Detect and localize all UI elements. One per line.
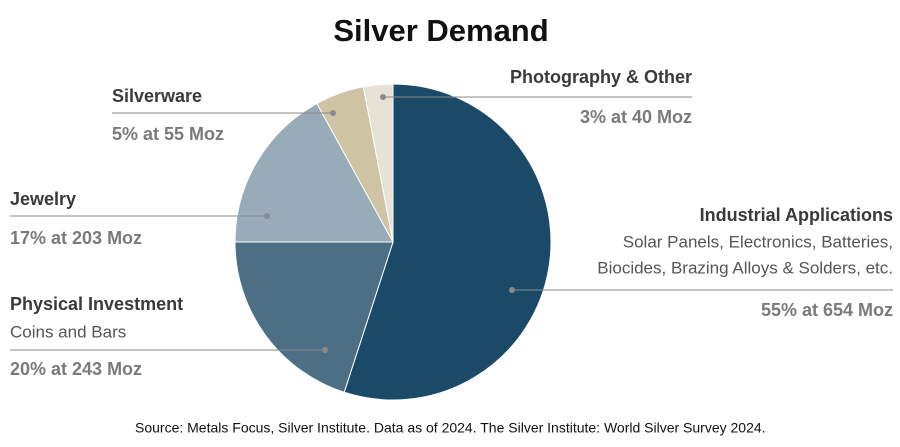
leader-dot xyxy=(330,110,336,116)
slice-label: Silverware xyxy=(112,86,202,106)
pie-slice xyxy=(234,102,394,243)
leader-dot xyxy=(380,94,386,100)
pie-slice xyxy=(234,241,394,393)
pie-slice xyxy=(362,83,394,243)
slice-label: Physical Investment xyxy=(10,294,183,314)
leader-dot xyxy=(322,347,328,353)
value-label: 55% at 654 Moz xyxy=(761,300,893,320)
slice-description: Coins and Bars xyxy=(10,322,126,341)
leader-dot xyxy=(264,213,270,219)
value-label: 5% at 55 Moz xyxy=(112,124,224,144)
leader-dot xyxy=(509,287,515,293)
slice-description: Solar Panels, Electronics, Batteries, xyxy=(623,232,893,251)
pie-slice xyxy=(343,83,552,401)
chart-title: Silver Demand xyxy=(333,13,548,48)
slice-label: Photography & Other xyxy=(510,67,692,87)
source-note: Source: Metals Focus, Silver Institute. … xyxy=(135,420,766,436)
value-label: 17% at 203 Moz xyxy=(10,228,142,248)
value-label: 20% at 243 Moz xyxy=(10,359,142,379)
slice-label: Jewelry xyxy=(10,189,76,209)
value-label: 3% at 40 Moz xyxy=(580,107,692,127)
slice-description: Biocides, Brazing Alloys & Solders, etc. xyxy=(597,258,893,277)
slice-label: Industrial Applications xyxy=(700,205,893,225)
